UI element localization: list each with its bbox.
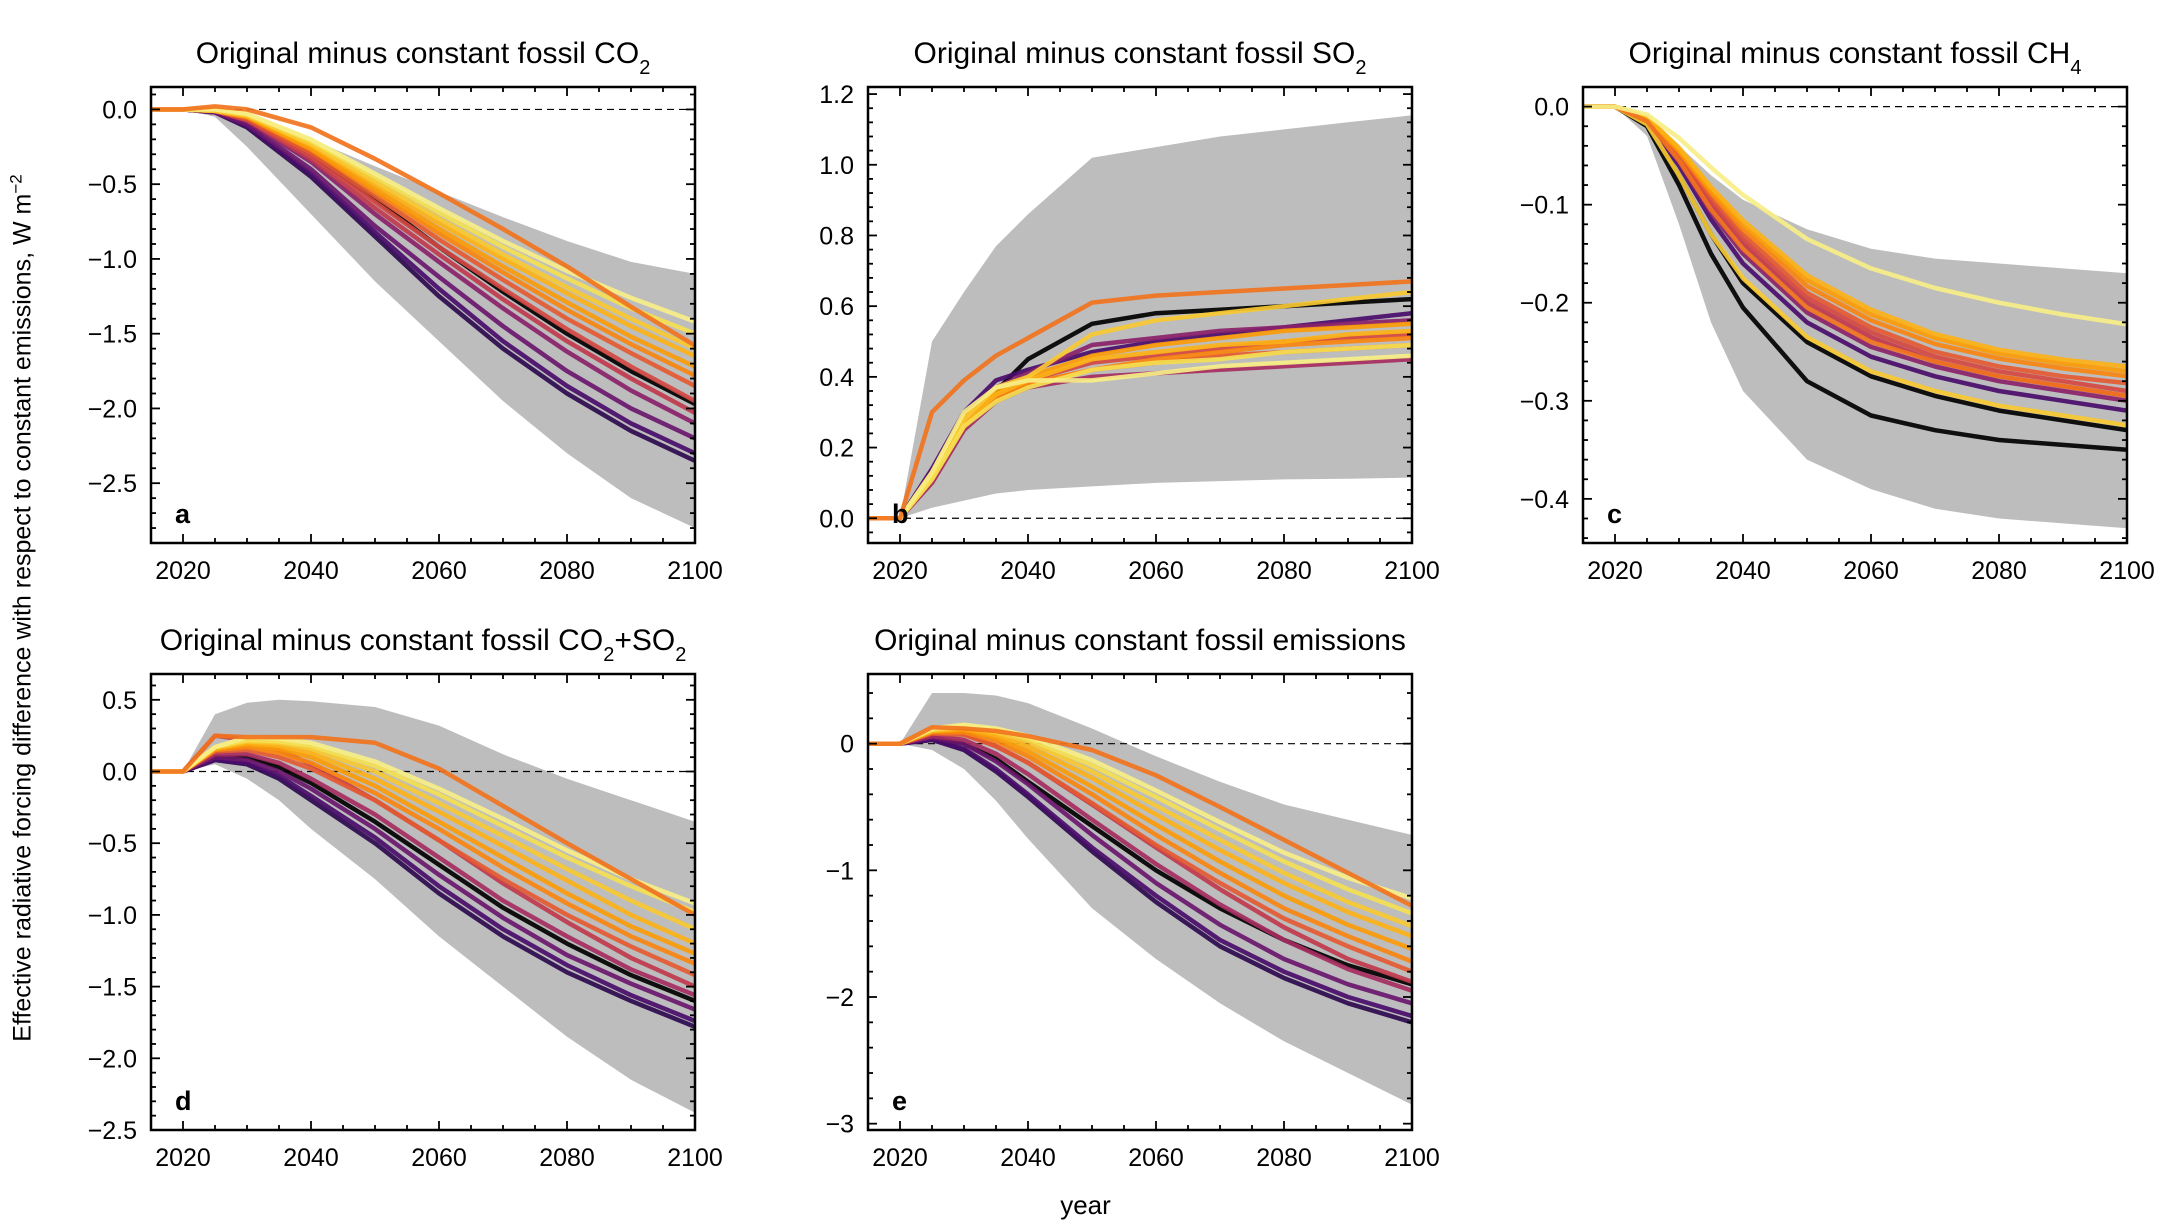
panel-title: Original minus constant fossil CO2+SO2: [160, 624, 687, 666]
x-tick-label: 2020: [872, 557, 928, 585]
panel-title: Original minus constant fossil SO2: [914, 37, 1367, 79]
axes-frame: [866, 85, 1414, 545]
x-tick-label: 2040: [283, 557, 339, 585]
x-tick-label: 2020: [1587, 557, 1643, 585]
x-tick-label: 2040: [283, 1144, 339, 1172]
panel-letter: a: [175, 499, 191, 529]
axes-frame: [1581, 85, 2129, 545]
y-tick-label: −1.5: [88, 321, 137, 349]
uncertainty-band: [151, 699, 695, 1113]
panel-letter: b: [892, 499, 909, 529]
panel-a: 2020 2040 2060 2080 2100 0.0 −0.5 −1.0 −1.5 −2.0 −…: [88, 37, 723, 585]
panel-c: 2020 2040 2060 2080 2100 0.0 −0.1 −0.2 −0.3 −0.4 c…: [1520, 37, 2155, 585]
y-tick-label: −2.5: [88, 470, 137, 498]
y-tick-label: 0.0: [819, 505, 854, 533]
x-tick-label: 2080: [1256, 557, 1312, 585]
x-tick-label: 2080: [1971, 557, 2027, 585]
x-tick-label: 2040: [1000, 557, 1056, 585]
x-tick-label: 2100: [667, 1144, 723, 1172]
panel-letter: c: [1607, 499, 1622, 529]
axes-frame: [866, 672, 1414, 1132]
x-tick-label: 2100: [2099, 557, 2155, 585]
axes-frame: [149, 85, 697, 545]
y-tick-label: 0.6: [819, 293, 854, 321]
uncertainty-band: [868, 693, 1412, 1105]
y-tick-label: 0.0: [102, 759, 137, 787]
series-line-13: [868, 279, 1412, 521]
y-tick-label: −0.3: [1520, 388, 1569, 416]
y-tick-label: −2.0: [88, 1045, 137, 1073]
x-tick-label: 2060: [1843, 557, 1899, 585]
panel-b: 2020 2040 2060 2080 2100 0.0 0.2 0.4 0.6 0.8 1.0 1.…: [819, 37, 1440, 585]
y-tick-label: −0.5: [88, 830, 137, 858]
y-tick-label: 0.0: [102, 96, 137, 124]
x-tick-label: 2060: [1128, 1144, 1184, 1172]
x-tick-label: 2100: [667, 557, 723, 585]
axes-frame: [149, 672, 697, 1132]
y-tick-label: 0.8: [819, 222, 854, 250]
y-tick-label: 0.5: [102, 687, 137, 715]
y-tick-label: −2.0: [88, 395, 137, 423]
x-tick-label: 2080: [1256, 1144, 1312, 1172]
y-tick-label: 1.2: [819, 81, 854, 109]
x-tick-label: 2060: [411, 557, 467, 585]
x-tick-label: 2040: [1715, 557, 1771, 585]
y-tick-label: −0.4: [1520, 486, 1569, 514]
panel-letter: e: [892, 1086, 907, 1116]
x-tick-label: 2080: [539, 1144, 595, 1172]
x-tick-label: 2020: [155, 1144, 211, 1172]
series-line-12: [1583, 104, 2127, 399]
y-tick-label: −1: [825, 857, 854, 885]
panel-title: Original minus constant fossil CH4: [1629, 37, 2082, 79]
y-tick-label: −2.5: [88, 1117, 137, 1145]
y-tick-label: 1.0: [819, 152, 854, 180]
x-tick-label: 2040: [1000, 1144, 1056, 1172]
panel-title: Original minus constant fossil emissions: [874, 624, 1406, 657]
series-line-14: [151, 733, 695, 918]
y-tick-label: 0.4: [819, 364, 854, 392]
y-tick-label: 0.0: [1534, 94, 1569, 122]
y-tick-label: −0.1: [1520, 192, 1569, 220]
panel-e: 2020 2040 2060 2080 2100 0 −1 −2 −3 e Original min…: [825, 624, 1439, 1172]
y-tick-label: −3: [825, 1111, 854, 1139]
y-tick-label: −0.5: [88, 171, 137, 199]
x-tick-label: 2100: [1384, 557, 1440, 585]
x-tick-label: 2060: [411, 1144, 467, 1172]
panel-d: 2020 2040 2060 2080 2100 0.5 0.0 −0.5 −1.0 −1.5 −2…: [88, 624, 723, 1172]
series-line-14: [868, 724, 1412, 909]
series-line-13: [151, 734, 695, 906]
series-line-10: [1583, 104, 2127, 369]
uncertainty-band: [151, 109, 695, 529]
x-tick-label: 2060: [1128, 557, 1184, 585]
series-line-15: [151, 104, 695, 348]
series-line-11: [1583, 104, 2127, 428]
y-tick-label: −1.5: [88, 974, 137, 1002]
series-line-13: [1583, 104, 2127, 327]
panel-letter: d: [175, 1086, 192, 1116]
x-tick-label: 2100: [1384, 1144, 1440, 1172]
panel-title: Original minus constant fossil CO2: [196, 37, 651, 79]
shared-x-axis-label: year: [1060, 1190, 1111, 1220]
y-tick-label: −2: [825, 984, 854, 1012]
x-tick-label: 2080: [539, 557, 595, 585]
x-tick-label: 2020: [872, 1144, 928, 1172]
y-tick-label: 0.2: [819, 435, 854, 463]
y-tick-label: −0.2: [1520, 290, 1569, 318]
y-tick-label: −1.0: [88, 902, 137, 930]
series-line-12: [868, 353, 1412, 521]
x-tick-label: 2020: [155, 557, 211, 585]
y-tick-label: 0: [840, 731, 854, 759]
y-tick-label: −1.0: [88, 246, 137, 274]
